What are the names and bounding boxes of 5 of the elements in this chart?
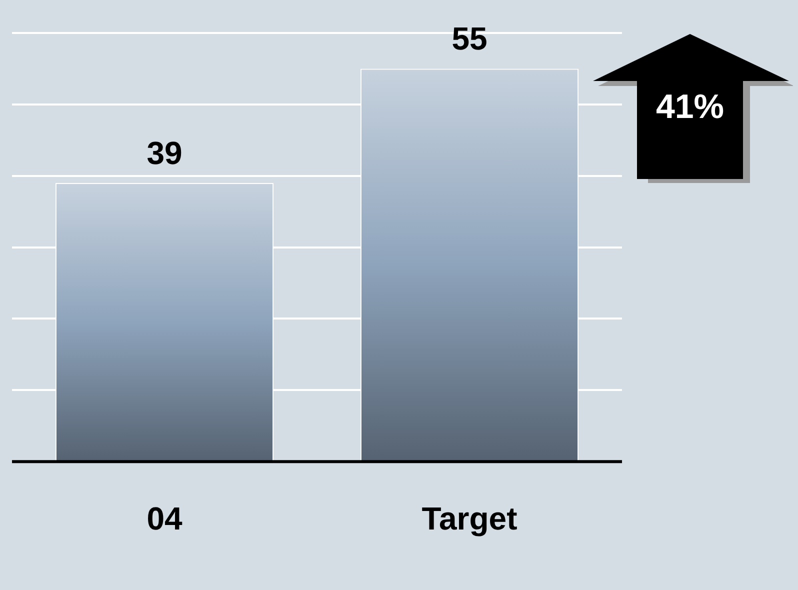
x-tick-label: 04 [146, 500, 182, 537]
x-tick-label: Target [422, 500, 518, 537]
data-label: 39 [146, 134, 182, 171]
text: 41% [654, 88, 726, 127]
data-label: 55 [452, 20, 488, 57]
